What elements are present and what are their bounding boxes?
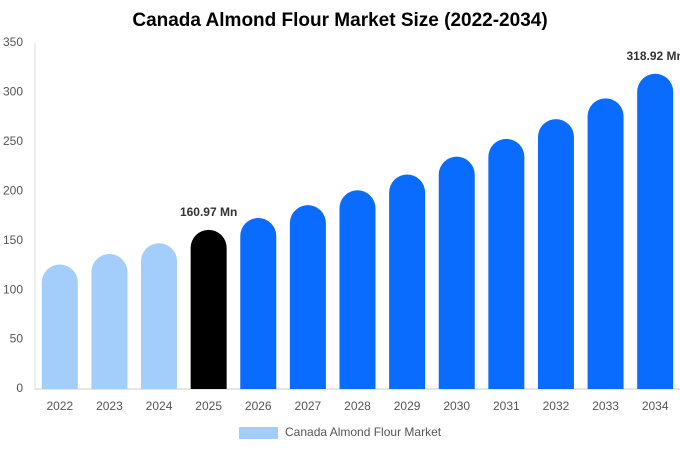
legend-swatch [239,427,278,439]
x-tick-label: 2026 [245,399,272,413]
bar [339,190,376,389]
bar [190,229,227,389]
y-tick-label: 300 [3,85,23,99]
bar [438,156,475,389]
x-tick-label: 2024 [146,399,173,413]
bar [637,73,674,390]
x-tick-label: 2033 [592,399,619,413]
bar [289,205,326,389]
y-tick-label: 150 [3,233,23,247]
x-tick-label: 2029 [394,399,421,413]
bar [91,254,128,389]
y-tick-label: 50 [10,332,24,346]
x-tick-label: 2028 [344,399,371,413]
data-label: 160.97 Mn [180,205,237,219]
chart-title: Canada Almond Flour Market Size (2022-20… [132,10,547,31]
x-tick-label: 2027 [295,399,322,413]
bar [587,98,624,390]
y-tick-label: 200 [3,183,23,197]
bar [389,174,426,389]
bar [488,138,525,389]
x-tick-label: 2025 [195,399,222,413]
x-tick-label: 2023 [96,399,123,413]
x-tick-label: 2031 [493,399,520,413]
x-tick-label: 2034 [642,399,669,413]
data-label: 318.92 Mn [627,49,680,63]
y-tick-label: 250 [3,134,23,148]
legend-label: Canada Almond Flour Market [285,425,442,439]
bar [41,264,78,389]
bar [537,119,574,389]
x-tick-label: 2022 [46,399,73,413]
bar [141,243,178,389]
y-tick-label: 0 [16,381,23,395]
x-tick-label: 2032 [543,399,570,413]
bar [240,217,277,389]
x-tick-label: 2030 [443,399,470,413]
y-tick-label: 350 [3,35,23,49]
y-tick-label: 100 [3,282,23,296]
